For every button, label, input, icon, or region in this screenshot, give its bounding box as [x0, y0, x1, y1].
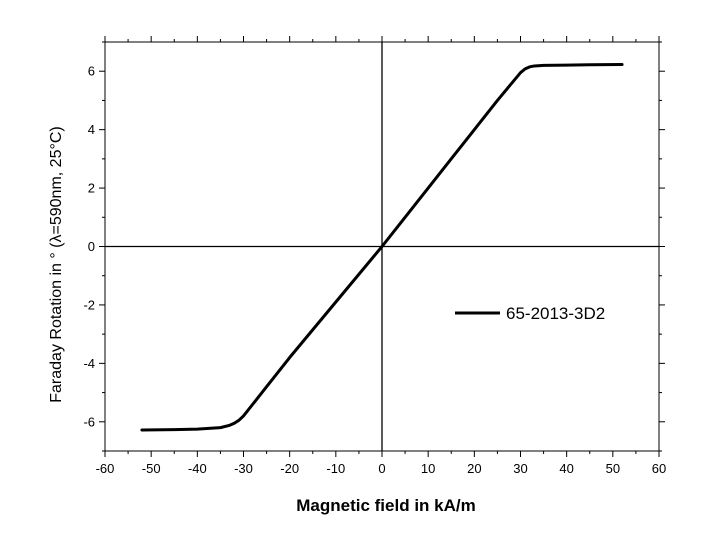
x-tick-label: 20 [467, 461, 481, 476]
series-layer [140, 62, 624, 432]
series-line-0 [140, 62, 624, 432]
y-tick-label: -4 [83, 356, 95, 371]
x-tick-label: 50 [606, 461, 620, 476]
x-tick-label: -50 [142, 461, 161, 476]
y-tick-label: 6 [88, 64, 95, 79]
y-axis-title: Faraday Rotation in ° (λ=590nm, 25°C) [48, 126, 65, 402]
ticks-layer [99, 36, 665, 457]
y-tick-label: 0 [88, 239, 95, 254]
x-tick-label: -40 [188, 461, 207, 476]
x-tick-label: 30 [513, 461, 527, 476]
legend-label: 65-2013-3D2 [506, 304, 605, 323]
x-axis-title: Magnetic field in kA/m [296, 496, 475, 515]
x-tick-label: -20 [280, 461, 299, 476]
x-tick-label: -30 [234, 461, 253, 476]
tick-labels-layer: -60 -50 -40 -30 -20 -10 0 10 20 30 40 50 60-6-4-2024… [83, 64, 666, 476]
x-tick-label: 10 [421, 461, 435, 476]
y-tick-label: 4 [88, 122, 95, 137]
y-tick-label: -6 [83, 414, 95, 429]
y-tick-label: 2 [88, 181, 95, 196]
x-tick-label: -10 [326, 461, 345, 476]
x-tick-label: 0 [378, 461, 385, 476]
y-tick-label: -2 [83, 297, 95, 312]
x-tick-label: 60 [652, 461, 666, 476]
x-tick-label: -60 [96, 461, 115, 476]
x-tick-label: 40 [559, 461, 573, 476]
legend: 65-2013-3D2 [455, 304, 605, 323]
